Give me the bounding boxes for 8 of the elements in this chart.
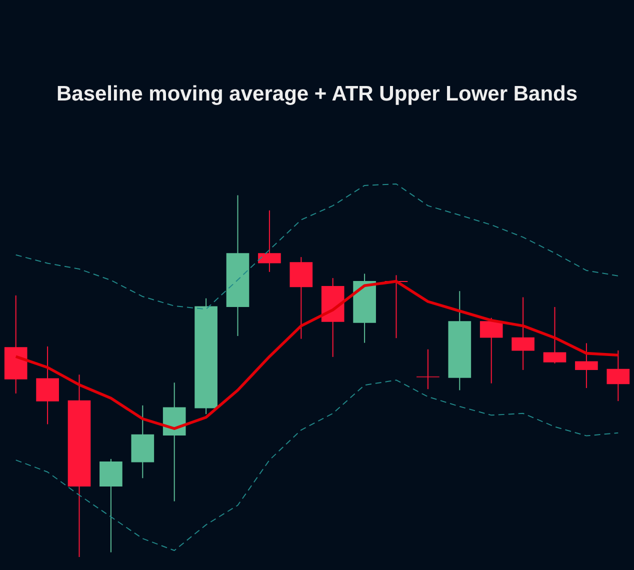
candlestick	[480, 317, 503, 384]
chart-title: Baseline moving average + ATR Upper Lower Bands	[56, 82, 578, 106]
candlestick	[512, 296, 534, 370]
candlestick	[606, 350, 630, 402]
candlestick	[258, 210, 281, 272]
candlestick	[575, 342, 598, 389]
candlestick	[543, 306, 566, 364]
candlestick	[36, 346, 59, 425]
